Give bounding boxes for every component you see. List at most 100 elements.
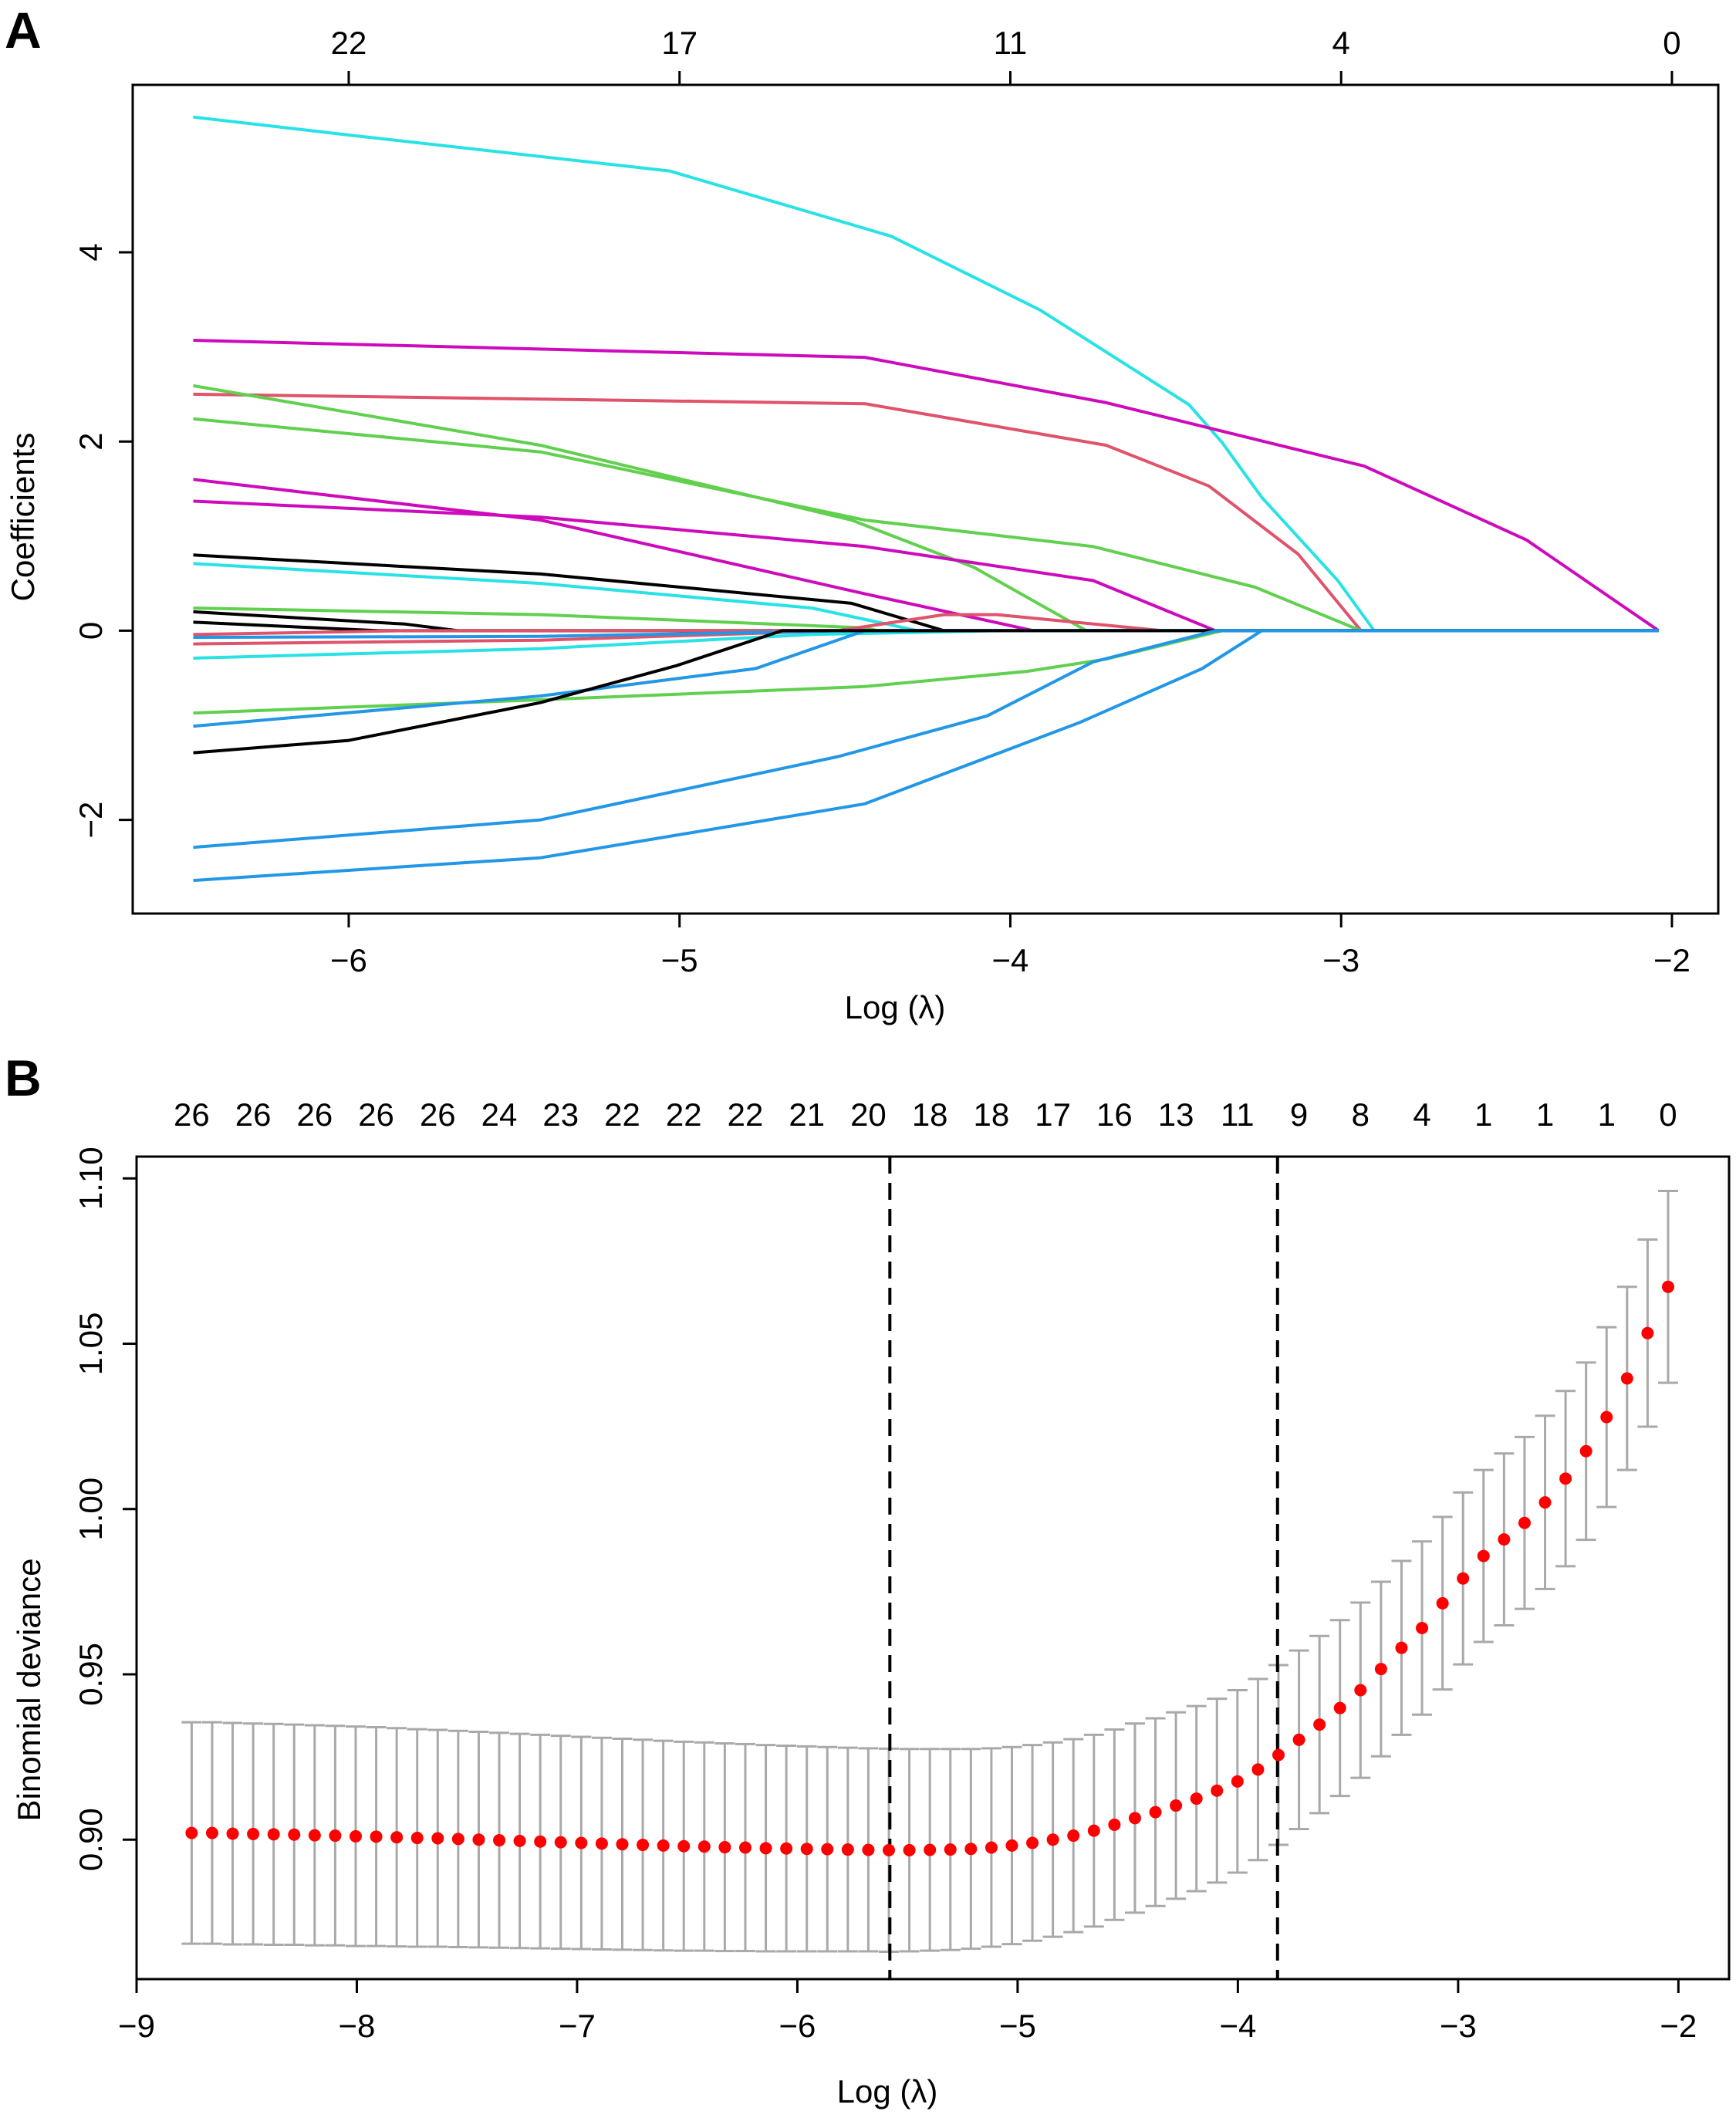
mean-deviance-point: [1128, 1812, 1141, 1825]
y-tick-label-a: 4: [73, 243, 109, 261]
y-tick-label-a: 2: [73, 433, 109, 451]
mean-deviance-point: [349, 1829, 362, 1843]
mean-deviance-point: [329, 1829, 342, 1843]
plot-frame-a: [131, 83, 1720, 915]
top-tick-label-b: 17: [1035, 1096, 1071, 1133]
mean-deviance-point: [738, 1841, 751, 1854]
top-tick-label-b: 22: [666, 1096, 702, 1133]
coefficient-lines: [193, 115, 1660, 883]
x-tick-label-a: −2: [1653, 942, 1690, 978]
mean-deviance-point: [964, 1843, 978, 1856]
mean-deviance-point: [883, 1843, 896, 1856]
y-tick-label-b: 1.00: [73, 1478, 109, 1541]
mean-deviance-point: [1231, 1775, 1244, 1788]
coefficient-path-15: [193, 629, 1659, 660]
mean-deviance-point: [1620, 1372, 1633, 1385]
coefficient-path-9: [193, 606, 1659, 633]
mean-deviance-point: [1498, 1533, 1511, 1546]
top-tick-label-b: 22: [728, 1096, 764, 1133]
coefficient-path-17: [193, 629, 1659, 728]
mean-deviance-point: [1087, 1824, 1100, 1837]
mean-deviance-point: [1190, 1792, 1203, 1806]
mean-deviance-point: [862, 1843, 875, 1856]
mean-deviance-point: [1211, 1784, 1224, 1797]
mean-deviance-point: [1538, 1496, 1552, 1509]
mean-deviance-point: [1416, 1621, 1429, 1634]
y-tick-label-b: 1.05: [73, 1312, 109, 1376]
mean-deviance-point: [677, 1839, 691, 1853]
x-tick-label-b: −9: [118, 2008, 155, 2044]
mean-deviance-point: [1395, 1641, 1408, 1654]
y-tick-label-a: 0: [73, 622, 109, 640]
top-tick-label-b: 1: [1474, 1096, 1492, 1133]
top-tick-label-b: 8: [1352, 1096, 1370, 1133]
mean-deviance-point: [821, 1843, 834, 1856]
mean-deviance-point: [1374, 1663, 1387, 1676]
plot-frame-b: [135, 1155, 1731, 1981]
mean-deviance-point: [1333, 1701, 1346, 1714]
axes-b: −9 −8 −7 −6 −5 −4 −3 −2 26 26 26 26 26 24 23 22 22 22 21 20…: [73, 1096, 1697, 2044]
panel-label-a: A: [5, 2, 42, 59]
mean-deviance-point: [267, 1828, 280, 1841]
mean-deviance-point: [1292, 1733, 1305, 1746]
mean-deviance-point: [1251, 1763, 1265, 1776]
coefficient-path-8: [193, 562, 1659, 633]
mean-deviance-point: [924, 1843, 937, 1856]
mean-deviance-point: [657, 1839, 670, 1852]
top-tick-label-b: 18: [974, 1096, 1010, 1133]
top-tick-label-b: 26: [174, 1096, 210, 1133]
panel-a-coefficient-paths: A −6 −5 −4 −3 −2 22 17 11 4 0 −2 0 2 4 Log (λ) Coeffi…: [5, 2, 1720, 1025]
mean-deviance-point: [800, 1843, 813, 1856]
top-tick-label-b: 23: [542, 1096, 579, 1133]
mean-deviance-point: [410, 1832, 424, 1845]
y-axis-title-a: Coefficients: [5, 433, 41, 602]
mean-deviance-point: [247, 1827, 260, 1840]
cv-marks: [181, 1157, 1678, 1979]
mean-deviance-point: [697, 1840, 711, 1853]
mean-deviance-point: [1272, 1748, 1285, 1762]
y-tick-label-b: 0.90: [73, 1808, 109, 1871]
coefficient-path-19: [193, 629, 1659, 850]
top-tick-label-a: 17: [661, 25, 697, 61]
mean-deviance-point: [1457, 1572, 1470, 1585]
mean-deviance-point: [1661, 1280, 1674, 1293]
mean-deviance-point: [554, 1836, 567, 1849]
mean-deviance-point: [390, 1831, 404, 1844]
coefficient-path-10: [193, 610, 1659, 633]
coefficient-path-20: [193, 629, 1659, 883]
top-tick-label-b: 21: [789, 1096, 825, 1133]
top-tick-label-b: 16: [1096, 1096, 1133, 1133]
mean-deviance-point: [308, 1829, 321, 1842]
mean-deviance-point: [431, 1832, 444, 1845]
mean-deviance-point: [616, 1838, 629, 1851]
mean-deviance-point: [226, 1827, 239, 1840]
mean-deviance-point: [185, 1826, 198, 1839]
y-axis-title-b: Binomial deviance: [11, 1559, 47, 1822]
x-tick-label-b: −6: [778, 2008, 816, 2044]
top-tick-label-b: 24: [481, 1096, 518, 1133]
mean-deviance-point: [575, 1836, 588, 1849]
x-tick-label-a: −5: [661, 942, 698, 978]
coefficient-path-18: [193, 629, 1659, 755]
top-tick-label-b: 26: [358, 1096, 394, 1133]
mean-deviance-point: [1313, 1718, 1326, 1731]
top-tick-label-a: 11: [994, 25, 1028, 61]
top-tick-label-a: 4: [1332, 25, 1350, 61]
x-tick-label-b: −4: [1219, 2008, 1256, 2044]
top-tick-label-b: 1: [1598, 1096, 1616, 1133]
mean-deviance-point: [493, 1834, 506, 1847]
mean-deviance-point: [637, 1839, 650, 1852]
top-tick-label-b: 13: [1158, 1096, 1194, 1133]
x-tick-label-b: −5: [999, 2008, 1036, 2044]
top-tick-label-b: 11: [1221, 1096, 1255, 1133]
mean-deviance-point: [903, 1843, 916, 1856]
mean-deviance-point: [1559, 1472, 1572, 1485]
axes-a: −6 −5 −4 −3 −2 22 17 11 4 0 −2 0 2 4: [73, 25, 1690, 978]
mean-deviance-point: [1641, 1326, 1654, 1339]
x-tick-label-b: −7: [559, 2008, 596, 2044]
top-tick-label-b: 18: [912, 1096, 948, 1133]
top-tick-label-b: 1: [1536, 1096, 1554, 1133]
top-tick-label-b: 20: [850, 1096, 887, 1133]
x-axis-title-a: Log (λ): [845, 989, 946, 1025]
mean-deviance-point: [288, 1828, 301, 1841]
